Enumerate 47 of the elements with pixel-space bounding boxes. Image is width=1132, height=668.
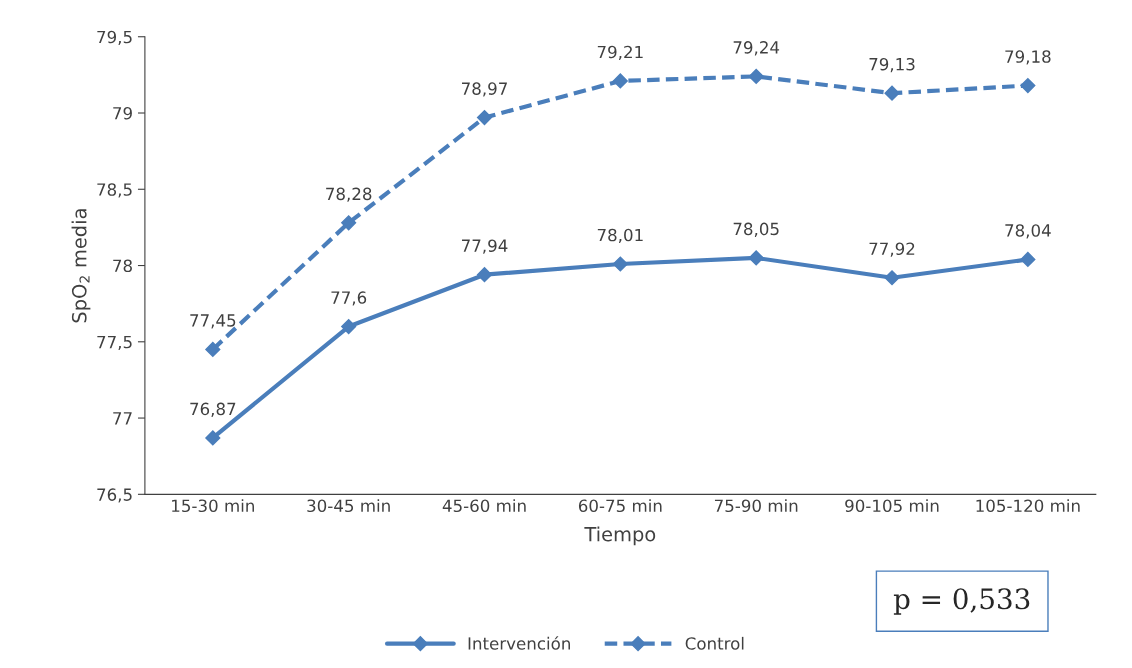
data-label: 77,94 (462, 239, 508, 254)
x-tick-label: 15-30 min (172, 499, 254, 513)
data-label: 77,6 (331, 291, 367, 306)
data-label: 79,18 (1005, 50, 1051, 65)
data-label: 78,05 (733, 222, 779, 237)
point (205, 341, 221, 357)
data-label: 78,04 (1005, 224, 1051, 239)
y-tick-label: 77,5 (97, 335, 132, 351)
x-tick-label: 105-120 min (976, 499, 1080, 513)
point (341, 215, 357, 231)
data-label: 79,24 (733, 41, 780, 56)
data-label: 78,01 (597, 228, 643, 244)
point (612, 73, 628, 89)
y-tick-label: 79 (113, 106, 132, 120)
point (1020, 251, 1036, 267)
data-label: 79,13 (869, 57, 915, 73)
legend-label: Intervención (468, 636, 570, 650)
y-tick-label: 77 (113, 412, 132, 425)
y-axis-title: SpO$_{2}$ media (71, 209, 91, 323)
x-tick-label: 45-60 min (442, 499, 526, 513)
point (205, 430, 221, 446)
point (748, 68, 764, 84)
data-label: 79,21 (597, 45, 643, 60)
legend-label: Control (685, 636, 744, 650)
data-label: 77,92 (869, 242, 915, 257)
x-axis-title: Tiempo (584, 526, 656, 546)
x-tick-label: 75-90 min (714, 499, 798, 513)
y-tick-label: 79,5 (97, 30, 132, 46)
text: p = 0,533 (893, 588, 1030, 615)
y-tick-label: 78 (113, 259, 132, 273)
point (884, 85, 900, 101)
x-tick-label: 60-75 min (578, 499, 662, 513)
data-label: 78,28 (326, 187, 372, 202)
data-label: 77,45 (190, 314, 236, 329)
point (476, 110, 493, 126)
point (612, 256, 628, 272)
point (476, 267, 493, 283)
data-label: 76,87 (190, 402, 236, 417)
x-tick-label: 30-45 min (307, 499, 390, 513)
y-tick-label: 76,5 (97, 488, 132, 503)
point (748, 250, 764, 266)
point (1020, 77, 1036, 94)
point (884, 270, 900, 286)
y-tick-label: 78,5 (97, 183, 132, 198)
x-tick-label: 90-105 min (845, 499, 939, 513)
data-label: 78,97 (462, 82, 507, 97)
point (341, 318, 357, 335)
